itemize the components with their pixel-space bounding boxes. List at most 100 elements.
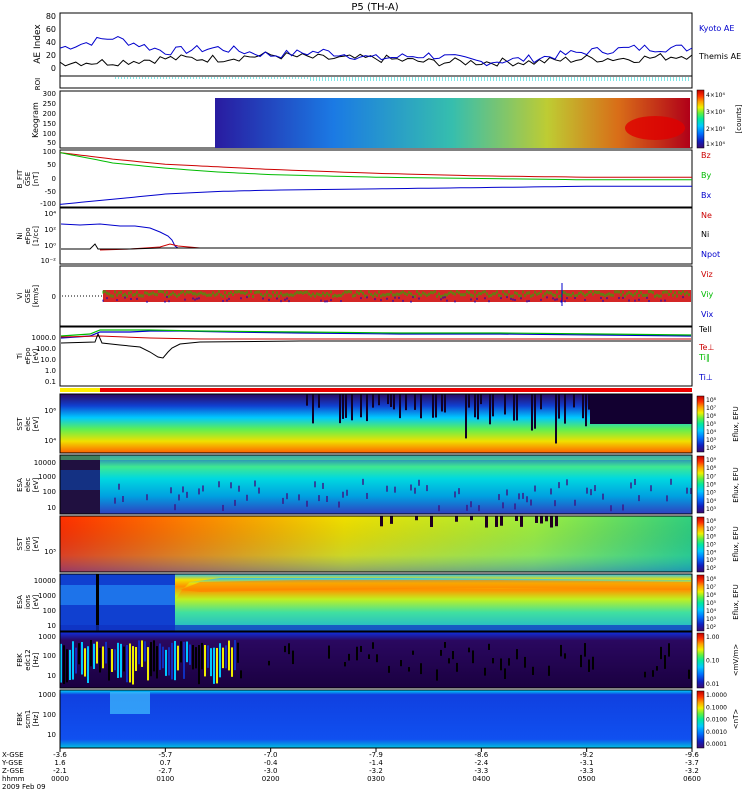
fbk-e-streak: [63, 645, 65, 685]
fbk-e-streaks: [60, 640, 690, 685]
roi-panel: ROI: [34, 75, 693, 90]
time-axis-value: -5.7: [158, 751, 172, 759]
fbk-e-streak: [69, 649, 71, 681]
colorbar-tick: 10²: [706, 445, 717, 452]
esa-e-cb-label: Eflux, EFU: [732, 467, 740, 502]
dropout-streak: [455, 516, 458, 522]
esa-e-streak: [602, 493, 604, 500]
ae-themis-line: [59, 51, 693, 67]
fbk-e-streak: [99, 647, 101, 673]
fbk-e-streak: [132, 646, 134, 685]
fbk-e-streak: [84, 648, 86, 677]
time-axis-value: -2.4: [474, 759, 488, 767]
keogram-cb-tick: 1×10⁴: [706, 141, 725, 148]
dropout-streak: [414, 394, 416, 410]
legend-bx: Bx: [701, 191, 711, 200]
fbk-e-streak: [408, 667, 410, 672]
fbk-e-ylabel: edc12: [24, 649, 32, 671]
dropout-streak: [545, 516, 548, 522]
bfield-tick: 100: [43, 148, 56, 156]
sst-e-tick: 10⁴: [44, 437, 56, 445]
time-axis-value: -9.2: [580, 751, 594, 759]
dropout-streak: [318, 394, 320, 408]
esa-e-streak: [502, 502, 504, 509]
fbk-e-streak: [268, 660, 270, 666]
colorbar-tick: 0.01: [706, 681, 720, 688]
esa-e-streak: [566, 479, 568, 486]
dropout-streak: [564, 394, 566, 424]
sst-i-ylabel: [eV]: [32, 536, 40, 551]
sst-i-ylabel: SST: [16, 537, 24, 551]
sst-e-tick: 10⁶: [44, 407, 56, 415]
roi-ylabel: ROI: [34, 78, 42, 90]
esa-e-streak: [366, 492, 368, 499]
dropout-streak: [430, 516, 433, 527]
esa-i-ylabel: [eV]: [32, 594, 40, 609]
fbk-e-streak: [560, 644, 562, 657]
fbk-e-streak: [668, 643, 670, 657]
keogram-tick: 50: [47, 139, 56, 147]
density-ylabel: [1/cc]: [32, 226, 40, 246]
fbk-e-streak: [436, 669, 438, 681]
dropout-streak: [582, 394, 584, 419]
esa-e-streak: [498, 494, 500, 501]
temperature-panel: Ti eFpo [eV] 1000.0 100.0 10.0 1.0 0.1 T…: [16, 325, 714, 387]
axis-row-label: Y-GSE: [1, 759, 23, 767]
dropout-streak: [500, 516, 503, 526]
fbk-e-streak: [284, 645, 286, 653]
esa-e-streak: [558, 482, 560, 489]
bfield-ylabel: GSE: [24, 172, 32, 186]
time-axis-value: 0.7: [160, 759, 171, 767]
dropout-streak: [540, 394, 542, 410]
fbk-e-streak: [117, 642, 119, 678]
fbk-e-streak: [504, 668, 506, 679]
fbk-e-streak: [652, 670, 654, 677]
esa-e-tick: 100: [43, 488, 56, 496]
esa-e-streak: [234, 499, 236, 506]
sst-e-ylabel: SST: [16, 417, 24, 431]
fbk-e-streak: [207, 645, 209, 668]
bfield-panel: B_FIT GSE [nT] 100 50 0 -50 -100 Bz By B…: [16, 148, 711, 208]
esa-e-streak: [622, 504, 624, 511]
time-axis-value: -2.7: [158, 767, 172, 775]
esa-e-streak: [122, 496, 124, 503]
ae-panel: AE Index 80 60 40 20 0 Kyoto AE Themis A…: [33, 12, 741, 77]
fbk-e-streak: [96, 641, 98, 664]
fbk-b-tick: 10: [47, 731, 56, 739]
dropout-streak: [415, 516, 418, 521]
fbk-e-streak: [153, 640, 155, 672]
ae-tick: 20: [46, 51, 56, 60]
dropout-streak: [492, 394, 494, 417]
fbk-e-streak: [360, 645, 362, 652]
time-axis-value: -3.2: [369, 767, 383, 775]
fbk-e-streak: [138, 640, 140, 665]
fbk-e-streak: [344, 662, 346, 667]
fbk-e-streak: [129, 643, 131, 683]
density-ylabel: eFpo: [24, 227, 32, 244]
esa-e-streak: [314, 481, 316, 488]
velocity-ylabel: Vi: [16, 293, 24, 300]
legend-tell: Tell: [698, 325, 712, 334]
fbk-e-streak: [72, 641, 74, 680]
esa-ions-panel: ESA ions [eV] 10000 1000 100 10 10⁸10⁷10…: [16, 573, 740, 632]
esa-e-streak: [634, 478, 636, 485]
fbk-e-streak: [368, 654, 370, 660]
sst-i-tick: 10⁵: [44, 548, 56, 556]
esa-e-streak: [550, 488, 552, 495]
colorbar-tick: 1.00: [706, 634, 720, 641]
velocity-ylabel: [km/s]: [32, 285, 40, 308]
colorbar-tick: 10⁸: [706, 576, 717, 583]
legend-viz: Viz: [701, 270, 713, 279]
time-axis-value: -3.7: [685, 759, 699, 767]
fbk-e-streak: [168, 647, 170, 676]
fbk-e-streak: [144, 641, 146, 662]
fbk-e-streak: [448, 658, 450, 664]
time-axis-value: -7.0: [264, 751, 278, 759]
fbk-e-streak: [468, 647, 470, 653]
legend-vix: Vix: [701, 310, 714, 319]
fbk-e-streak: [111, 649, 113, 672]
colorbar-tick: 10³: [706, 437, 717, 444]
colorbar-tick: 10⁵: [706, 542, 717, 549]
esa-e-streak: [298, 494, 300, 501]
ae-tick: 40: [46, 38, 56, 47]
